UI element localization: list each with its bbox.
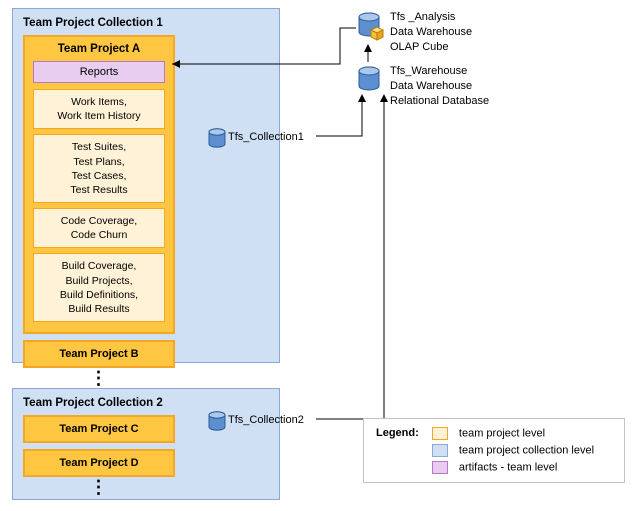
legend-title: Legend: <box>376 427 419 439</box>
collection-2-ellipsis: ⋮ <box>23 483 175 491</box>
legend-swatch-0 <box>432 427 448 440</box>
analysis-db-icon <box>358 12 384 42</box>
legend-label-1: team project collection level <box>459 444 594 456</box>
test-box: Test Suites,Test Plans,Test Cases,Test R… <box>33 134 165 203</box>
legend-row-1: team project collection level <box>432 444 594 457</box>
legend-row-2: artifacts - team level <box>432 461 594 474</box>
warehouse-line-2: Data Warehouse <box>390 79 489 94</box>
collection-2-title: Team Project Collection 2 <box>23 397 269 409</box>
analysis-db-label: Tfs _Analysis Data Warehouse OLAP Cube <box>390 10 472 55</box>
collection2-db-icon <box>208 411 228 433</box>
project-d-title: Team Project D <box>59 457 138 469</box>
arrow-coll1-to-warehouse <box>316 96 362 136</box>
legend-swatch-1 <box>432 444 448 457</box>
work-items-box: Work Items,Work Item History <box>33 89 165 129</box>
warehouse-db-label: Tfs_Warehouse Data Warehouse Relational … <box>390 64 489 109</box>
project-a-title: Team Project A <box>33 43 165 55</box>
warehouse-db-icon <box>358 66 382 92</box>
warehouse-line-1: Tfs_Warehouse <box>390 64 489 79</box>
code-box: Code Coverage,Code Churn <box>33 208 165 248</box>
legend-label-2: artifacts - team level <box>459 461 557 473</box>
arrow-coll2-to-warehouse <box>316 96 384 419</box>
collection-1-box: Team Project Collection 1 Team Project A… <box>12 8 280 363</box>
analysis-line-2: Data Warehouse <box>390 25 472 40</box>
collection1-db-label: Tfs_Collection1 <box>228 130 304 145</box>
build-box: Build Coverage,Build Projects,Build Defi… <box>33 253 165 322</box>
collection-2-box: Team Project Collection 2 Team Project C… <box>12 388 280 500</box>
legend-row-0: team project level <box>432 427 594 440</box>
warehouse-line-3: Relational Database <box>390 94 489 109</box>
reports-artifact: Reports <box>33 61 165 83</box>
project-b-box: Team Project B <box>23 340 175 368</box>
collection1-db-icon <box>208 128 228 150</box>
project-c-box: Team Project C <box>23 415 175 443</box>
analysis-line-3: OLAP Cube <box>390 40 472 55</box>
collection-1-ellipsis: ⋮ <box>23 374 175 382</box>
project-b-title: Team Project B <box>59 348 138 360</box>
project-d-box: Team Project D <box>23 449 175 477</box>
project-a-box: Team Project A Reports Work Items,Work I… <box>23 35 175 334</box>
legend-swatch-2 <box>432 461 448 474</box>
diagram-root: Team Project Collection 1 Team Project A… <box>0 0 638 511</box>
project-c-title: Team Project C <box>59 423 138 435</box>
legend-label-0: team project level <box>459 427 545 439</box>
collection-1-title: Team Project Collection 1 <box>23 17 269 29</box>
legend-box: Legend: team project level team project … <box>363 418 625 483</box>
analysis-line-1: Tfs _Analysis <box>390 10 472 25</box>
collection2-db-label: Tfs_Collection2 <box>228 413 304 428</box>
